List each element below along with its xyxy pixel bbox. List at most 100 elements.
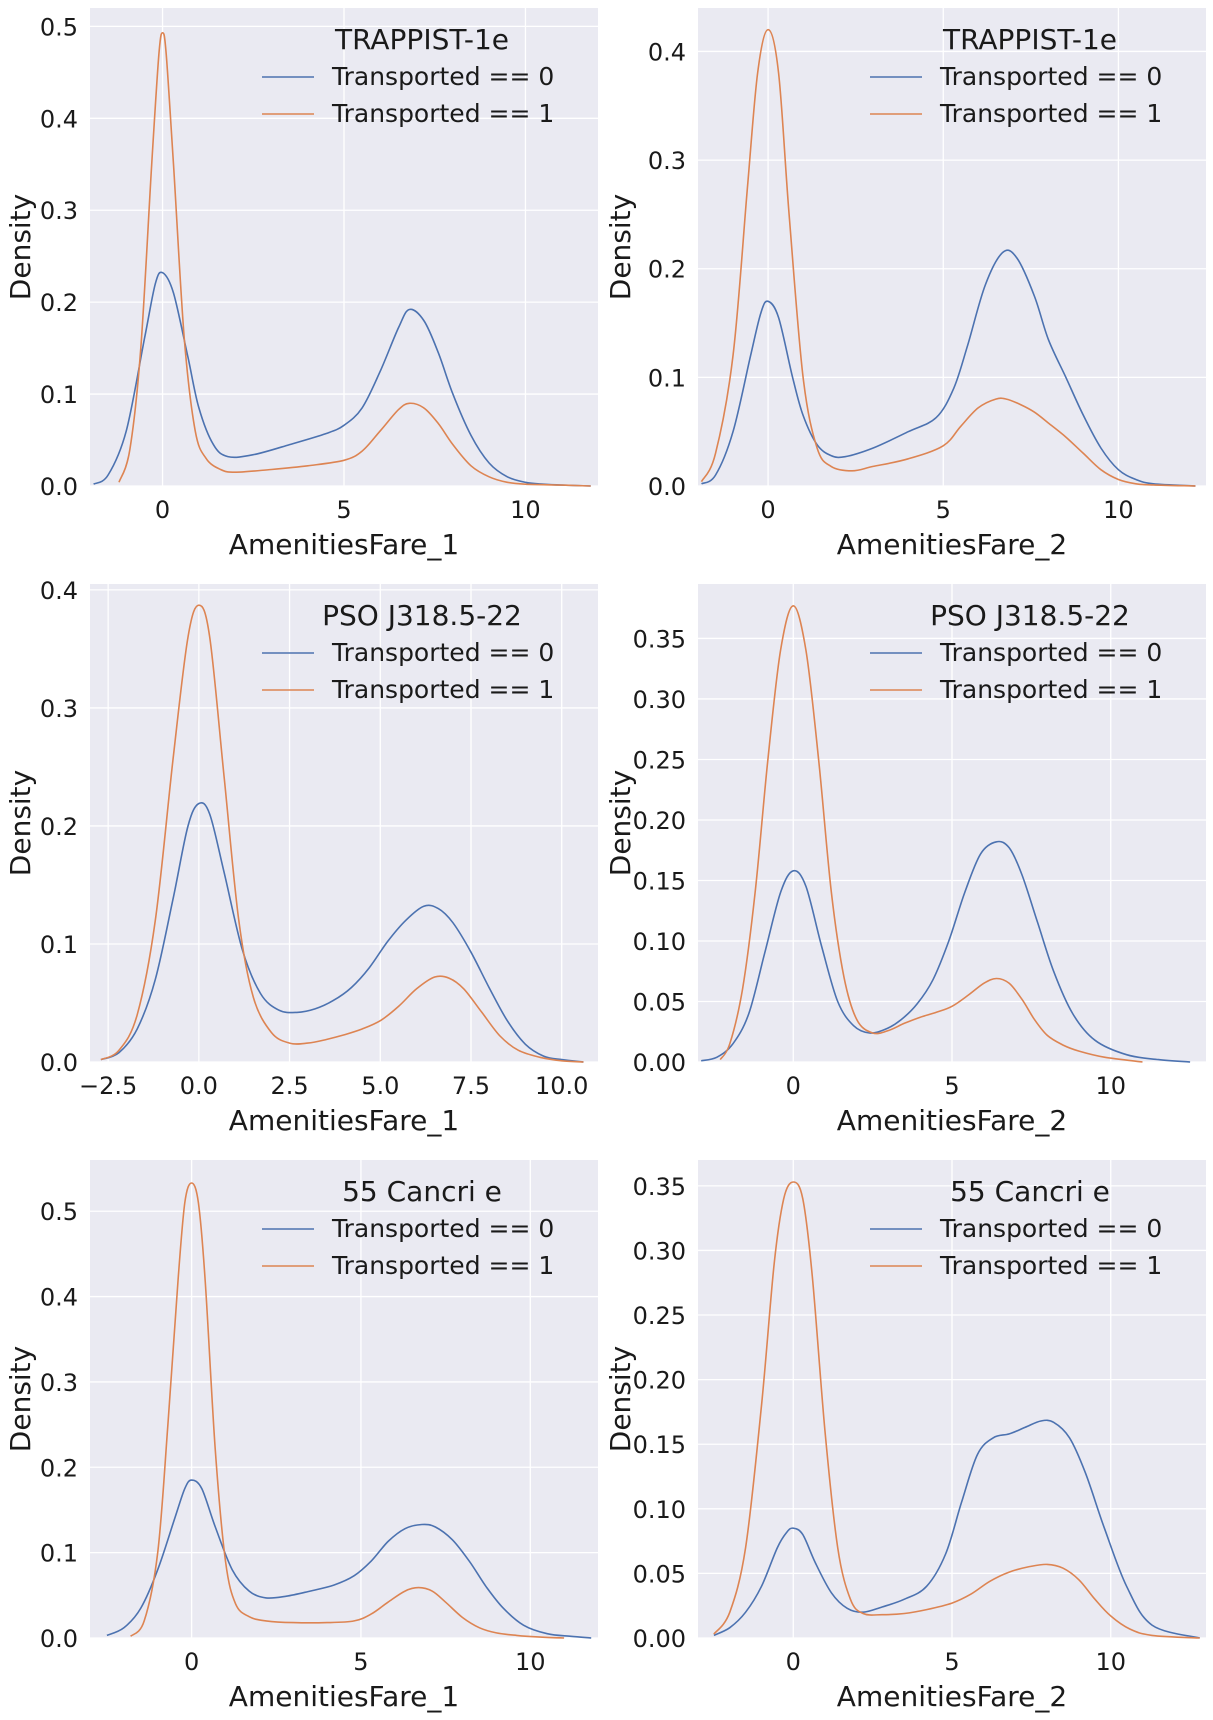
y-tick-label: 0.1 <box>648 364 686 392</box>
y-axis-label: Density <box>4 770 37 876</box>
series-line-transported-1 <box>719 604 1143 1063</box>
y-tick-label: 0.3 <box>40 197 78 225</box>
legend-entry: Transported == 0 <box>939 62 1162 91</box>
subplot-3: −2.5 0.0 2.5 5.0 7.5 10.00.00.10.20.30.4Ameni… <box>4 577 598 1137</box>
y-tick-label: 0.10 <box>633 928 686 956</box>
series-line-transported-0 <box>701 249 1196 487</box>
legend-entry: Transported == 1 <box>331 675 554 704</box>
x-tick-label: 0.0 <box>180 1072 218 1100</box>
x-tick-label: 5 <box>944 1072 959 1100</box>
y-tick-label: 0.1 <box>40 381 78 409</box>
x-tick-label: 7.5 <box>452 1072 490 1100</box>
y-tick-label: 0.35 <box>633 625 686 653</box>
y-axis-label: Density <box>604 1346 637 1452</box>
series-line-transported-0 <box>93 271 591 487</box>
legend-entry: Transported == 1 <box>939 675 1162 704</box>
y-axis-label: Density <box>604 194 637 300</box>
x-tick-label: 5 <box>353 1648 368 1676</box>
legend-entry: Transported == 0 <box>939 638 1162 667</box>
y-tick-label: 0.05 <box>633 988 686 1016</box>
y-tick-label: 0.1 <box>40 931 78 959</box>
x-tick-label: 10 <box>1095 1072 1126 1100</box>
plot-area <box>698 8 1206 486</box>
x-tick-label: 10 <box>1103 496 1134 524</box>
y-tick-label: 0.35 <box>633 1173 686 1201</box>
y-tick-label: 0.3 <box>648 147 686 175</box>
y-tick-label: 0.05 <box>633 1560 686 1588</box>
y-tick-label: 0.3 <box>40 1369 78 1397</box>
y-tick-label: 0.4 <box>40 577 78 605</box>
y-tick-label: 0.0 <box>40 1625 78 1653</box>
series-line-transported-1 <box>130 1182 565 1639</box>
subplot-2: 0 5 10 0.0 0.1 0.2 0.3 0.4 AmenitiesFare_2 Densit… <box>604 8 1206 561</box>
subplot-4: 0 5 10 0.00 0.05 0.10 0.15 0.20 0.25 0.30 0.35 Amen… <box>604 584 1206 1137</box>
legend-entry: Transported == 0 <box>331 1214 554 1243</box>
x-tick-label: 5 <box>936 496 951 524</box>
y-tick-label: 0.4 <box>40 105 78 133</box>
y-tick-label: 0.4 <box>648 38 686 66</box>
series-line-transported-1 <box>100 604 584 1063</box>
legend-entry: Transported == 0 <box>331 62 554 91</box>
x-tick-label: 10 <box>1095 1648 1126 1676</box>
y-tick-label: 0.2 <box>40 289 78 317</box>
y-tick-label: 0.15 <box>633 867 686 895</box>
legend-title: PSO J318.5-22 <box>930 599 1130 632</box>
y-tick-label: 0.15 <box>633 1431 686 1459</box>
legend-entry: Transported == 0 <box>939 1214 1162 1243</box>
x-axis-label: AmenitiesFare_1 <box>229 1104 459 1137</box>
y-tick-label: 0.2 <box>648 256 686 284</box>
legend-entry: Transported == 0 <box>331 638 554 667</box>
y-tick-label: 0.30 <box>633 1237 686 1265</box>
subplot-6: 0 5 10 0.00 0.05 0.10 0.15 0.20 0.25 0.30 0.35 Amen… <box>604 1160 1206 1713</box>
plot-area <box>90 584 598 1062</box>
x-axis-label: AmenitiesFare_1 <box>229 1680 459 1713</box>
series-line-transported-0 <box>106 1479 592 1639</box>
y-tick-label: 0.20 <box>633 807 686 835</box>
x-tick-label: 5 <box>944 1648 959 1676</box>
series-line-transported-0 <box>100 801 584 1063</box>
legend-title: TRAPPIST-1e <box>334 23 509 56</box>
y-tick-label: 0.2 <box>40 813 78 841</box>
y-tick-label: 0.25 <box>633 1302 686 1330</box>
x-tick-label: 0 <box>786 1072 801 1100</box>
legend-title: PSO J318.5-22 <box>322 599 522 632</box>
legend-title: TRAPPIST-1e <box>942 23 1117 56</box>
series-line-transported-1 <box>118 31 591 487</box>
x-tick-label: 5 <box>336 496 351 524</box>
x-tick-label: 2.5 <box>270 1072 308 1100</box>
y-tick-label: 0.0 <box>40 473 78 501</box>
series-line-transported-1 <box>713 1181 1200 1639</box>
x-tick-label: 0 <box>786 1648 801 1676</box>
x-axis-label: AmenitiesFare_2 <box>837 528 1067 561</box>
y-tick-label: 0.0 <box>648 473 686 501</box>
x-tick-label: 10 <box>510 496 541 524</box>
legend-entry: Transported == 1 <box>939 1251 1162 1280</box>
y-axis-label: Density <box>4 1346 37 1452</box>
x-tick-label: 0 <box>760 496 775 524</box>
x-tick-label: 5.0 <box>361 1072 399 1100</box>
x-tick-label: 10.0 <box>535 1072 588 1100</box>
y-tick-label: 0.4 <box>40 1284 78 1312</box>
y-tick-label: 0.20 <box>633 1367 686 1395</box>
legend-entry: Transported == 1 <box>331 99 554 128</box>
series-line-transported-0 <box>701 840 1191 1063</box>
x-axis-label: AmenitiesFare_2 <box>837 1104 1067 1137</box>
y-tick-label: 0.3 <box>40 695 78 723</box>
y-tick-label: 0.25 <box>633 746 686 774</box>
x-axis-label: AmenitiesFare_1 <box>229 528 459 561</box>
plot-area <box>90 1160 598 1638</box>
legend-title: 55 Cancri e <box>950 1175 1110 1208</box>
y-axis-label: Density <box>4 194 37 300</box>
y-tick-label: 0.00 <box>633 1049 686 1077</box>
y-tick-label: 0.2 <box>40 1454 78 1482</box>
y-tick-label: 0.1 <box>40 1540 78 1568</box>
y-tick-label: 0.10 <box>633 1496 686 1524</box>
x-tick-label: 0 <box>184 1648 199 1676</box>
x-tick-label: −2.5 <box>79 1072 137 1100</box>
subplot-5: 0 5 10 0.0 0.1 0.2 0.3 0.4 0.5 AmenitiesFare_1 Den… <box>4 1160 598 1713</box>
series-line-transported-1 <box>700 28 1196 487</box>
y-tick-label: 0.5 <box>40 1198 78 1226</box>
y-tick-label: 0.00 <box>633 1625 686 1653</box>
x-axis-label: AmenitiesFare_2 <box>837 1680 1067 1713</box>
